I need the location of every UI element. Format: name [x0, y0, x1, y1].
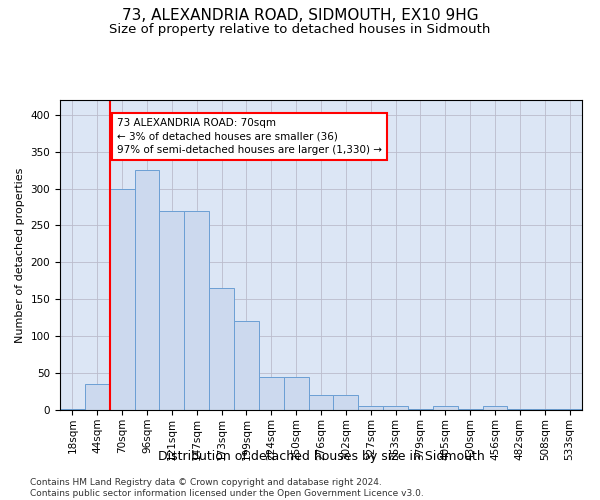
Bar [433, 406, 458, 410]
Bar [557, 408, 582, 410]
Bar [458, 408, 482, 410]
Bar [383, 406, 408, 410]
Text: 73 ALEXANDRIA ROAD: 70sqm
← 3% of detached houses are smaller (36)
97% of semi-d: 73 ALEXANDRIA ROAD: 70sqm ← 3% of detach… [117, 118, 382, 155]
Text: Size of property relative to detached houses in Sidmouth: Size of property relative to detached ho… [109, 22, 491, 36]
Bar [160, 210, 184, 410]
Bar [184, 210, 209, 410]
Bar [284, 377, 308, 410]
Bar [234, 322, 259, 410]
Bar [85, 384, 110, 410]
Bar [482, 406, 508, 410]
Bar [508, 408, 532, 410]
Bar [308, 395, 334, 410]
Y-axis label: Number of detached properties: Number of detached properties [15, 168, 25, 342]
Bar [358, 406, 383, 410]
Bar [209, 288, 234, 410]
Bar [408, 408, 433, 410]
Bar [134, 170, 160, 410]
Bar [60, 408, 85, 410]
Bar [532, 408, 557, 410]
Bar [334, 395, 358, 410]
Bar [110, 188, 134, 410]
Text: 73, ALEXANDRIA ROAD, SIDMOUTH, EX10 9HG: 73, ALEXANDRIA ROAD, SIDMOUTH, EX10 9HG [122, 8, 478, 22]
Text: Distribution of detached houses by size in Sidmouth: Distribution of detached houses by size … [158, 450, 484, 463]
Text: Contains HM Land Registry data © Crown copyright and database right 2024.
Contai: Contains HM Land Registry data © Crown c… [30, 478, 424, 498]
Bar [259, 377, 284, 410]
